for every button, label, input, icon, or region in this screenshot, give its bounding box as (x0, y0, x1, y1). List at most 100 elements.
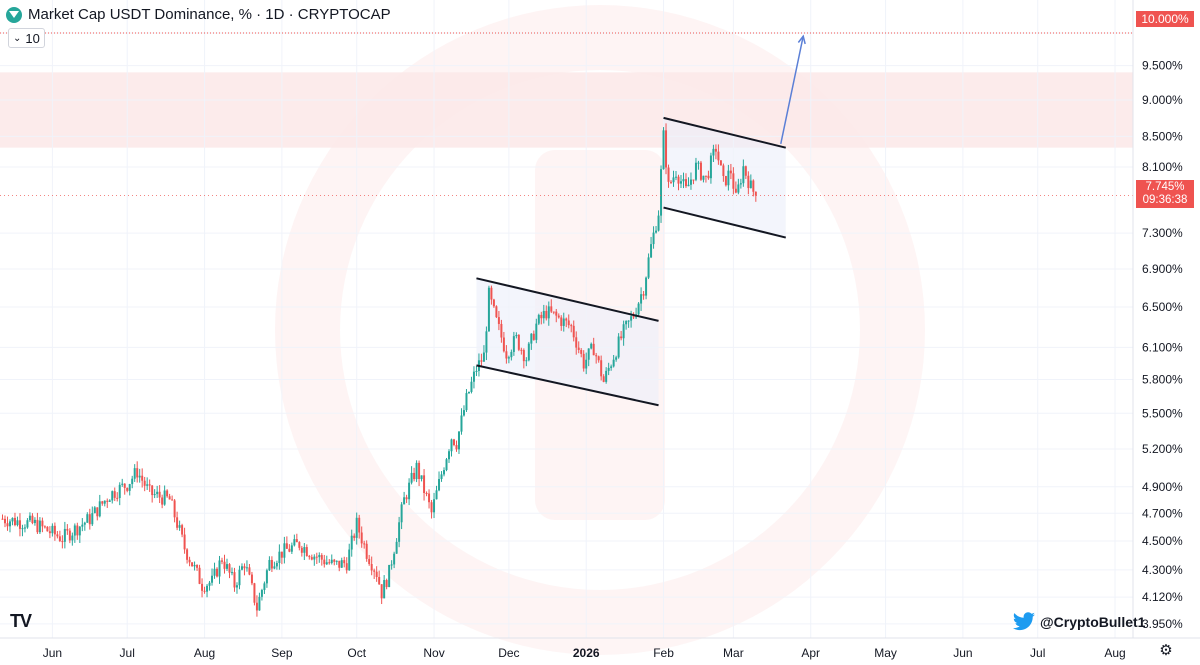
candle-body (298, 542, 301, 548)
candle-body (380, 584, 383, 599)
x-tick-label: Apr (801, 646, 820, 660)
candle-body (732, 173, 735, 189)
y-tick-label: 3.950% (1142, 617, 1183, 631)
target-price-label: 10.000% (1136, 11, 1194, 27)
candle-body (747, 175, 750, 189)
candle-body (235, 585, 238, 588)
candle-body (642, 294, 645, 296)
candle-body (500, 323, 503, 338)
candle-body (567, 320, 570, 326)
y-tick-label: 4.300% (1142, 563, 1183, 577)
candle-body (96, 507, 99, 517)
y-tick-label: 4.120% (1142, 590, 1183, 604)
candle-body (448, 451, 451, 460)
candle-body (333, 559, 336, 562)
candle-body (472, 371, 475, 382)
candle-body (662, 130, 665, 170)
candle-body (221, 560, 224, 562)
author-credit: @CryptoBullet1 (1012, 612, 1145, 632)
candle-body (694, 162, 697, 180)
candle-body (615, 357, 618, 360)
candle-body (679, 181, 682, 184)
candle-body (240, 566, 243, 570)
candle-body (355, 517, 358, 538)
candle-body (737, 184, 740, 193)
candle-body (193, 564, 196, 567)
candle-body (353, 535, 356, 538)
candle-body (597, 356, 600, 361)
candle-body (670, 181, 673, 183)
x-tick-label: Oct (347, 646, 366, 660)
candle-body (550, 306, 553, 312)
candle-body (552, 311, 555, 313)
candle-body (225, 564, 228, 569)
candle-body (620, 336, 623, 339)
candle-body (31, 515, 34, 524)
candle-body (650, 244, 653, 258)
candle-body (435, 490, 438, 500)
last-price-tag: 7.745% 09:36:38 (1136, 180, 1194, 208)
candle-body (637, 303, 640, 315)
y-tick-label: 9.000% (1142, 93, 1183, 107)
candle-body (515, 334, 518, 337)
candle-body (108, 500, 111, 502)
candle-body (400, 504, 403, 523)
candle-body (53, 525, 56, 535)
candle-body (587, 348, 590, 360)
candle-body (348, 549, 351, 571)
candle-body (201, 583, 204, 591)
candle-body (739, 183, 742, 185)
candle-body (480, 360, 483, 362)
x-tick-label: Jun (953, 646, 972, 660)
candle-body (260, 590, 263, 597)
candle-body (41, 520, 44, 527)
candle-body (742, 166, 745, 184)
candle-body (443, 470, 446, 475)
gear-icon[interactable]: ⚙ (1159, 642, 1173, 659)
candle-body (123, 483, 126, 488)
y-tick-label: 4.500% (1142, 534, 1183, 548)
x-tick-label: Aug (1104, 646, 1125, 660)
candle-body (168, 496, 171, 500)
candle-body (18, 520, 21, 529)
candle-body (612, 359, 615, 367)
y-tick-label: 5.500% (1142, 406, 1183, 420)
x-tick-label: Jun (43, 646, 62, 660)
candle-body (91, 513, 94, 525)
candle-body (545, 310, 548, 319)
candle-body (517, 334, 520, 350)
candle-body (46, 526, 49, 532)
candle-body (467, 391, 470, 394)
candle-body (510, 351, 513, 358)
candle-body (73, 525, 76, 536)
candle-body (475, 370, 478, 372)
candle-body (51, 525, 54, 534)
candle-body (136, 468, 139, 478)
candle-body (632, 316, 635, 318)
candle-body (36, 519, 39, 533)
x-tick-label: Dec (498, 646, 519, 660)
candle-body (525, 360, 528, 362)
candle-body (328, 562, 331, 564)
candle-body (263, 583, 266, 591)
candle-body (3, 518, 6, 524)
candle-body (697, 162, 700, 164)
candle-body (527, 343, 530, 361)
candle-body (151, 485, 154, 496)
candle-body (420, 475, 423, 479)
y-tick-label: 4.900% (1142, 480, 1183, 494)
candle-body (78, 526, 81, 536)
x-tick-label: Jul (1030, 646, 1045, 660)
candle-body (295, 539, 298, 543)
candle-body (535, 323, 538, 340)
candle-body (243, 566, 246, 569)
candle-body (749, 180, 752, 189)
candle-body (490, 287, 493, 300)
candle-body (652, 232, 655, 245)
tether-logo-icon (6, 6, 22, 23)
candle-body (173, 500, 176, 518)
candle-body (186, 549, 189, 560)
interval-selector[interactable]: ⌄ 10 (8, 28, 45, 48)
candle-body (647, 257, 650, 278)
